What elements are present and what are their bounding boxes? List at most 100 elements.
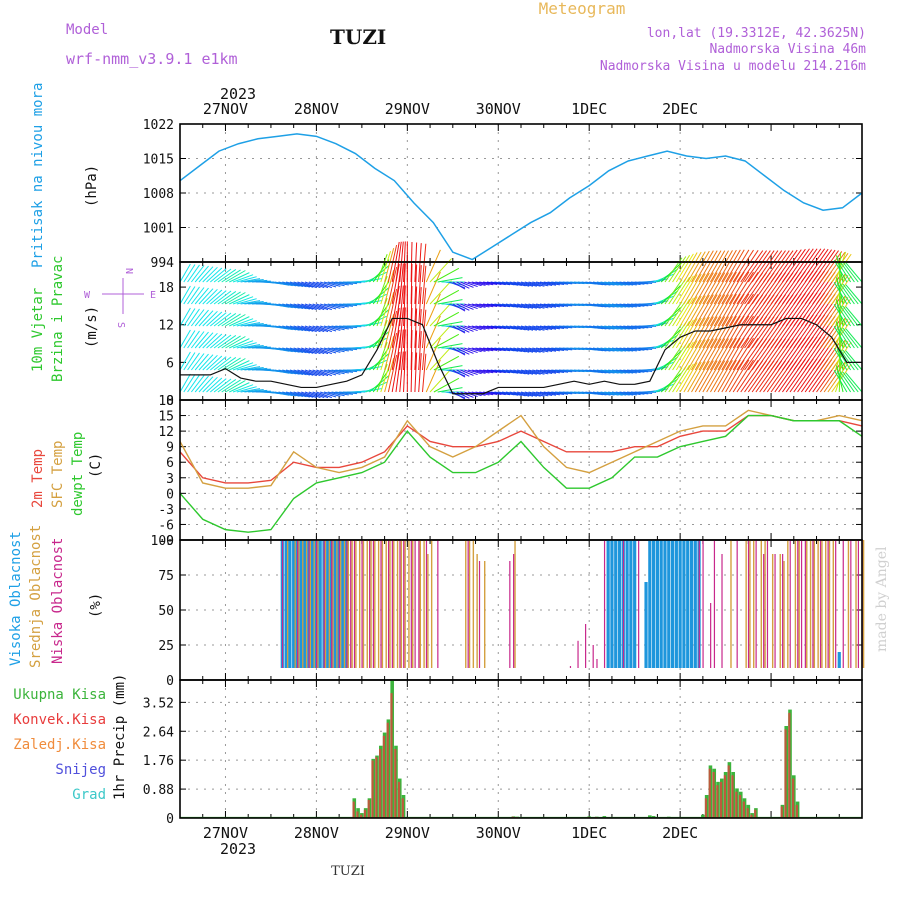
mid-cloud-bar xyxy=(806,540,808,668)
wind-arrow xyxy=(437,343,463,349)
wind-arrow xyxy=(460,303,474,310)
low-cloud-bar xyxy=(281,540,284,668)
wind-arrow xyxy=(282,303,300,309)
wind-arrow xyxy=(483,325,498,329)
x-day-label-bottom: 28NOV xyxy=(294,824,339,842)
wind-arrow xyxy=(467,347,482,353)
conv-rain-bar xyxy=(401,798,404,818)
wind-arrow xyxy=(198,266,214,283)
mid-cloud-bar xyxy=(408,540,410,668)
wind-arrow xyxy=(672,254,691,283)
mid-cloud-bar xyxy=(324,540,327,668)
wind-arrow xyxy=(596,325,615,330)
wind-arrow xyxy=(619,303,637,308)
compass-n: N xyxy=(123,268,134,274)
low-cloud-bar xyxy=(842,540,844,668)
wind-arrow xyxy=(509,369,526,375)
wind-arrow xyxy=(494,303,511,308)
wind-arrow xyxy=(687,295,706,327)
wind-arrow xyxy=(225,336,246,349)
wind-arrow xyxy=(836,370,852,393)
wind-arrow xyxy=(285,303,304,310)
wind-arrow xyxy=(623,347,641,352)
wind-arrow xyxy=(467,325,482,331)
wind-arrow xyxy=(833,281,848,305)
mid-cloud-bar xyxy=(779,554,781,668)
wind-arrow xyxy=(600,369,619,374)
wind-arrow xyxy=(425,271,441,305)
dewpt-ylabel: dewpt Temp xyxy=(70,432,86,516)
wind-arrow xyxy=(524,391,541,397)
wind-arrow xyxy=(539,369,557,374)
wind-arrow xyxy=(384,247,395,283)
wind-arrow xyxy=(833,347,848,371)
y-tick-label: 12 xyxy=(158,425,174,440)
wind-arrow xyxy=(232,362,254,371)
wind-arrow xyxy=(687,361,706,393)
wind-arrow xyxy=(304,325,321,333)
wind-arrow xyxy=(403,263,406,305)
low-cloud-bar xyxy=(702,540,704,668)
wind-arrow xyxy=(418,331,422,371)
wind-arrow xyxy=(460,325,474,332)
wind-arrow xyxy=(335,391,354,395)
wind-arrow xyxy=(604,347,623,352)
wind-arrow xyxy=(528,369,545,375)
wind-arrow xyxy=(509,391,526,397)
low-cloud-bar xyxy=(804,540,806,668)
low-cloud-ylabel: Niska Oblacnost xyxy=(50,538,66,664)
wind-arrow xyxy=(308,347,325,355)
high-cloud-bar xyxy=(625,540,629,668)
wind-arrow xyxy=(194,265,209,283)
wind-arrow xyxy=(421,287,427,327)
wind-arrow xyxy=(615,281,634,286)
wind-arrow xyxy=(611,325,630,330)
wind-arrow xyxy=(225,358,246,371)
wind-arrow xyxy=(520,303,537,309)
wind-arrow xyxy=(751,250,775,283)
wind-arrow xyxy=(592,391,611,396)
wind-arrow xyxy=(627,369,645,373)
wind-arrow xyxy=(190,265,205,283)
wind-arrow xyxy=(376,298,388,327)
wind-arrow xyxy=(248,389,268,393)
wind-arrow xyxy=(452,281,466,290)
wind-arrow xyxy=(183,264,196,283)
wind-arrow xyxy=(486,347,502,352)
wind-arrow xyxy=(517,391,534,397)
y-tick-label: 994 xyxy=(151,256,175,271)
high-cloud-bar xyxy=(292,540,296,668)
wind-arrow xyxy=(425,293,441,327)
total-rain-bar xyxy=(602,816,607,818)
low-cloud-bar xyxy=(698,540,700,668)
wind-arrow xyxy=(217,313,237,327)
wind-arrow xyxy=(827,252,849,283)
wind-arrow xyxy=(694,294,714,327)
wind-arrow xyxy=(312,369,329,377)
elevation-info: Nadmorska Visina 46m xyxy=(709,42,866,57)
wind-arrow xyxy=(289,347,307,354)
conv-rain-bar xyxy=(363,809,367,818)
wind-arrow xyxy=(297,281,314,288)
wind-arrow xyxy=(297,303,314,310)
wind-arrow xyxy=(836,304,852,327)
wind-arrow xyxy=(240,300,261,305)
wind-arrow xyxy=(187,330,200,349)
wind-arrow xyxy=(190,287,205,305)
high-cloud-bar xyxy=(674,540,678,668)
wind-arrow xyxy=(845,284,863,305)
conv-rain-bar xyxy=(375,757,378,818)
wind-arrow xyxy=(206,311,223,327)
wind-arrow xyxy=(316,369,332,377)
mid-cloud-bar xyxy=(355,540,357,668)
total-rain-bar xyxy=(701,814,705,818)
wind-arrow xyxy=(827,340,849,371)
wind-arrow xyxy=(842,305,859,327)
wind-arrow xyxy=(691,360,710,393)
wind-arrow xyxy=(331,347,349,352)
wind-arrow xyxy=(713,250,733,283)
wind-arrow xyxy=(634,391,653,395)
wind-arrow xyxy=(429,280,452,305)
mid-cloud-bar xyxy=(389,540,391,668)
wind-arrow xyxy=(833,369,848,393)
